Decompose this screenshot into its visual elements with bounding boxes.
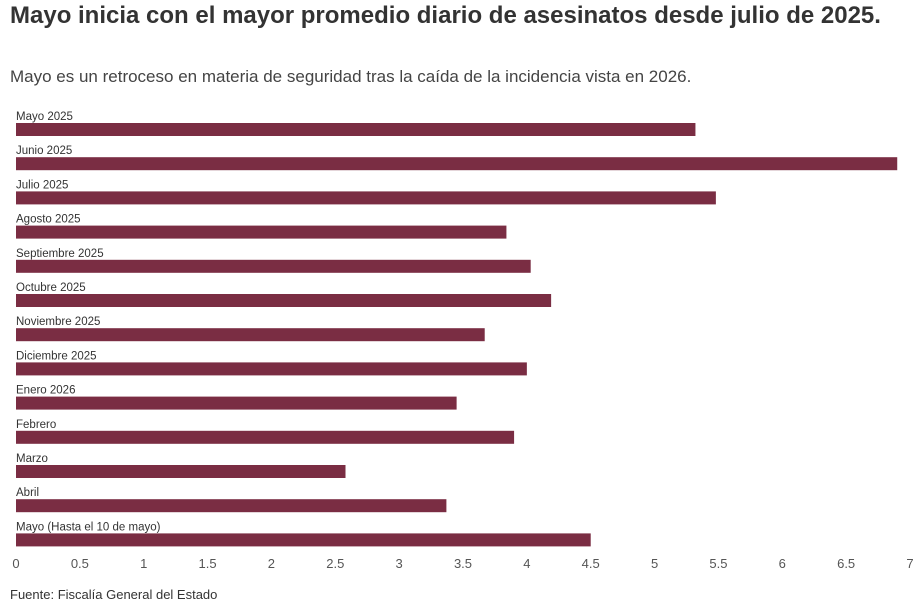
x-tick-label: 6 [779, 556, 786, 571]
x-tick-label: 4 [523, 556, 530, 571]
category-label: Diciembre 2025 [16, 350, 97, 362]
bar-chart: Mayo 2025 Junio 2025 Julio 2025 Agosto 2025… [12, 111, 913, 571]
category-label: Abril [16, 487, 39, 499]
x-tick-label: 5.5 [709, 556, 727, 571]
category-label: Mayo 2025 [16, 111, 73, 123]
x-tick-label: 2.5 [326, 556, 344, 571]
category-label: Septiembre 2025 [16, 248, 104, 260]
category-label: Marzo [16, 453, 48, 465]
x-tick-label: 3.5 [454, 556, 472, 571]
bar [16, 225, 507, 239]
bar [16, 533, 591, 547]
bar [16, 123, 696, 136]
x-tick-label: 0.5 [71, 556, 89, 571]
bar [16, 465, 346, 478]
category-label: Mayo (Hasta el 10 de mayo) [16, 521, 161, 533]
chart-subtitle: Mayo es un retroceso en materia de segur… [10, 67, 692, 86]
chart-title: Mayo inicia con el mayor promedio diario… [10, 2, 881, 29]
bar [16, 259, 531, 273]
bar [16, 294, 552, 307]
source-note: Fuente: Fiscalía General del Estado [10, 587, 218, 602]
x-tick-label: 2 [268, 556, 275, 571]
bar [16, 396, 457, 410]
x-tick-label: 5 [651, 556, 658, 571]
category-label: Julio 2025 [16, 179, 68, 191]
category-label: Junio 2025 [16, 145, 72, 157]
bar [16, 157, 898, 171]
x-tick-label: 1 [140, 556, 147, 571]
x-tick-label: 6.5 [837, 556, 855, 571]
category-label: Febrero [16, 419, 56, 431]
category-label: Noviembre 2025 [16, 316, 100, 328]
bar [16, 362, 527, 376]
category-label: Agosto 2025 [16, 214, 81, 226]
category-label: Enero 2026 [16, 385, 75, 397]
category-label: Octubre 2025 [16, 282, 86, 294]
x-tick-label: 1.5 [199, 556, 217, 571]
x-tick-label: 0 [12, 556, 19, 571]
bar [16, 191, 716, 205]
bar [16, 499, 447, 513]
x-tick-label: 4.5 [582, 556, 600, 571]
bar [16, 328, 485, 342]
x-tick-label: 3 [396, 556, 403, 571]
bar [16, 430, 515, 444]
x-tick-label: 7 [906, 556, 913, 571]
